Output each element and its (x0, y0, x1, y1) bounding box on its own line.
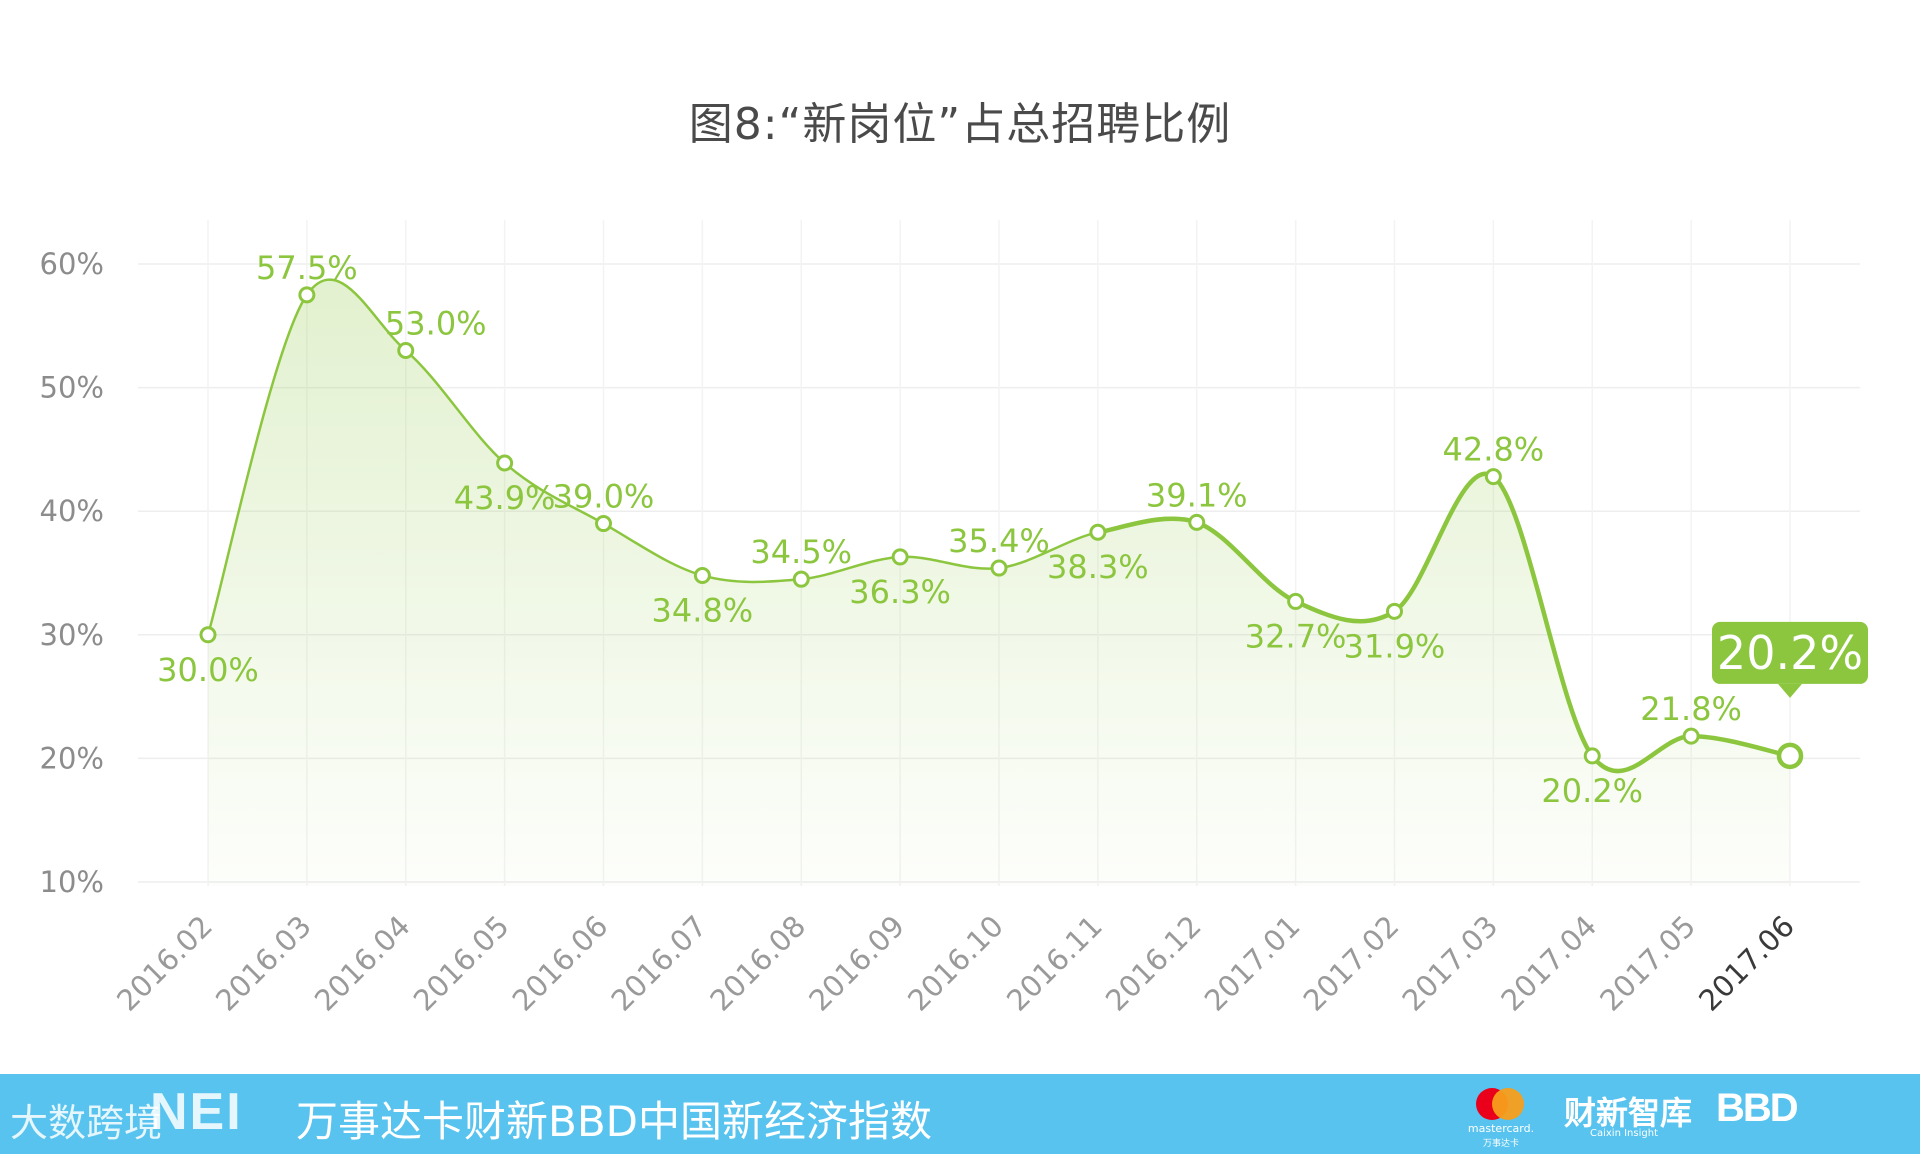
x-tick-label: 2016.09 (802, 909, 911, 1018)
chart-title: 图8:“新岗位”占总招聘比例 (688, 99, 1232, 150)
nei-logo: NEI (150, 1083, 243, 1141)
data-point (693, 566, 711, 584)
x-tick-label: 2016.07 (604, 909, 713, 1018)
area-fill (208, 279, 1790, 887)
data-point (1386, 602, 1403, 620)
y-tick-label: 20% (40, 741, 104, 775)
x-tick-label: 2017.02 (1297, 909, 1406, 1018)
x-tick-label: 2017.04 (1494, 909, 1603, 1018)
data-point (496, 454, 514, 472)
y-tick-label: 30% (40, 618, 104, 652)
data-point (1287, 592, 1305, 610)
mastercard-label: mastercard. (1467, 1122, 1535, 1135)
callout-pointer (1778, 683, 1802, 698)
data-point (595, 515, 612, 533)
y-tick-label: 10% (40, 865, 104, 899)
data-label: 21.8% (1640, 690, 1742, 728)
x-tick-label: 2017.03 (1395, 909, 1504, 1018)
y-tick-label: 50% (40, 371, 104, 405)
data-label: 35.4% (948, 522, 1050, 560)
data-points (199, 286, 1804, 770)
callout-label: 20.2% (1717, 626, 1863, 680)
data-point (298, 286, 316, 304)
data-point (891, 548, 909, 566)
x-tick-label: 2016.04 (308, 909, 417, 1018)
data-point (199, 626, 217, 644)
x-tick-label: 2016.08 (703, 909, 812, 1018)
y-tick-label: 40% (40, 494, 104, 528)
data-point (397, 342, 415, 360)
caixin-sublabel: Caixin Insight (1590, 1128, 1658, 1139)
data-label: 20.2% (1541, 772, 1643, 810)
data-label: 38.3% (1047, 548, 1149, 586)
data-label: 31.9% (1344, 627, 1446, 665)
data-point (1089, 523, 1107, 541)
data-label: 53.0% (385, 305, 487, 343)
data-label: 30.0% (157, 651, 259, 689)
data-label: 39.1% (1146, 476, 1248, 514)
bbd-logo: BBD (1716, 1086, 1799, 1130)
data-label: 43.9% (454, 479, 556, 517)
mastercard-logo-icon (1476, 1088, 1524, 1120)
x-tick-label: 2016.05 (407, 909, 516, 1018)
x-tick-label: 2016.10 (901, 909, 1010, 1018)
data-point (792, 570, 810, 588)
data-label: 34.8% (652, 591, 754, 629)
data-label: 42.8% (1443, 431, 1545, 469)
callout-box (1712, 621, 1868, 684)
x-tick-label: 2016.11 (1000, 909, 1109, 1018)
data-point (990, 559, 1008, 577)
x-tick-label: 2016.03 (209, 909, 318, 1018)
x-tick-label: 2016.06 (506, 909, 615, 1018)
x-tick-label: 2017.05 (1593, 909, 1702, 1018)
footer-bar: 大数跨境 NEI 万事达卡财新BBD中国新经济指数 mastercard. 万事… (0, 1074, 1920, 1154)
caixin-logo: 财新智库 (1564, 1094, 1693, 1132)
y-tick-label: 60% (40, 247, 104, 281)
data-label: 57.5% (256, 249, 358, 287)
data-point (1776, 742, 1804, 770)
data-label: 39.0% (553, 478, 655, 516)
x-tick-label: 2017.06 (1692, 909, 1801, 1018)
watermark: 大数跨境 (10, 1101, 163, 1145)
x-tick-label: 2017.01 (1198, 909, 1307, 1018)
data-label: 34.5% (750, 533, 852, 571)
x-tick-label: 2016.02 (110, 909, 219, 1018)
x-tick-label: 2016.12 (1099, 909, 1208, 1018)
data-point (1682, 727, 1700, 745)
data-point (1583, 747, 1601, 765)
line-chart: 10%20%30%40%50%60%2016.022016.032016.042… (40, 220, 1868, 1018)
series-path-thick (1097, 471, 1791, 774)
data-label: 36.3% (849, 573, 951, 611)
footer-title: 万事达卡财新BBD中国新经济指数 (296, 1097, 932, 1146)
area-path (208, 279, 1790, 887)
data-point (1188, 513, 1206, 531)
data-point (1484, 468, 1502, 486)
data-label: 32.7% (1245, 617, 1347, 655)
mastercard-sublabel: 万事达卡 (1482, 1139, 1519, 1149)
data-labels: 30.0% 57.5% 53.0% 43.9%39.0% 34.8% 34.5%36.3%… (157, 249, 1742, 810)
highlight-callout: 20.2% (1712, 621, 1868, 698)
